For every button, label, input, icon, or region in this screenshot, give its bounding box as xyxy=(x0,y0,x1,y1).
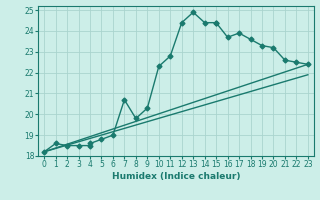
X-axis label: Humidex (Indice chaleur): Humidex (Indice chaleur) xyxy=(112,172,240,181)
